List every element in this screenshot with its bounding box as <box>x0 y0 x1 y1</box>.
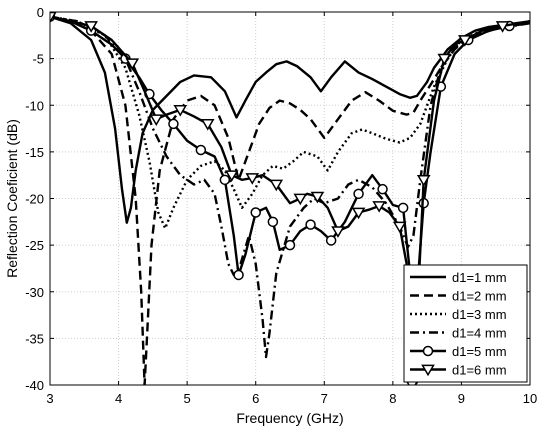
data-point-marker <box>458 35 472 47</box>
y-tick-label: -20 <box>25 192 44 207</box>
y-tick-label: -5 <box>32 52 44 67</box>
data-point-marker <box>397 202 409 214</box>
x-tick-label: 7 <box>321 391 328 406</box>
x-tick-label: 5 <box>184 391 191 406</box>
data-point-marker <box>437 53 452 66</box>
y-tick-label: -15 <box>25 145 44 160</box>
series-6 <box>50 12 530 385</box>
data-point-marker <box>200 119 215 131</box>
legend-label: d1=4 mm <box>452 326 507 341</box>
series-line <box>50 15 530 230</box>
data-point-marker <box>372 201 386 213</box>
data-point-marker <box>250 207 261 218</box>
legend-marker-sample <box>422 345 434 357</box>
series-line <box>50 15 530 382</box>
series-layer <box>50 12 530 385</box>
data-point-marker <box>310 191 325 204</box>
legend-item: d1=5 mm <box>410 344 507 359</box>
data-point-marker <box>392 221 407 234</box>
legend-item: d1=4 mm <box>410 326 507 341</box>
x-tick-label: 9 <box>458 391 465 406</box>
x-tick-label: 4 <box>115 391 122 406</box>
data-point-marker <box>293 193 308 206</box>
data-point-marker <box>377 183 388 195</box>
legend-item: d1=3 mm <box>410 307 507 322</box>
x-tick-label: 8 <box>389 391 396 406</box>
series-3 <box>50 15 530 230</box>
data-point-marker <box>269 179 284 192</box>
data-point-marker <box>173 105 188 117</box>
y-tick-label: -10 <box>25 98 44 113</box>
series-line <box>50 15 530 385</box>
x-tick-label: 6 <box>252 391 259 406</box>
data-point-marker <box>168 118 179 130</box>
legend: d1=1 mm d1=2 mm d1=3 mm d1=4 mm d1=5 mm d1=6 … <box>403 264 528 383</box>
y-tick-label: -30 <box>25 285 44 300</box>
data-point-marker <box>267 216 279 228</box>
data-point-marker <box>50 12 57 24</box>
legend-item: d1=2 mm <box>410 289 507 304</box>
legend-label: d1=6 mm <box>452 363 507 378</box>
legend-label: d1=3 mm <box>452 307 507 322</box>
y-tick-label: 0 <box>37 5 44 20</box>
data-point-marker <box>125 58 140 70</box>
legend-label: d1=2 mm <box>452 289 507 304</box>
data-point-marker <box>305 219 316 230</box>
data-point-marker <box>351 207 366 220</box>
data-point-marker <box>495 21 510 33</box>
y-axis-title: Reflection Coeficient (dB) <box>4 119 20 278</box>
data-point-marker <box>219 174 231 186</box>
tick-labels: 3 4 5 6 7 8 9 10 0 -5 -10 -15 -20 -25 -30 -35 -40 <box>25 5 537 406</box>
data-point-marker <box>195 144 207 156</box>
data-point-marker <box>84 21 98 33</box>
data-point-marker <box>245 173 260 185</box>
legend-box <box>403 264 528 383</box>
x-axis-title: Frequency (GHz) <box>236 410 343 426</box>
data-point-marker <box>149 114 164 126</box>
x-tick-label: 10 <box>523 391 537 406</box>
y-tick-label: -25 <box>25 238 44 253</box>
legend-label: d1=1 mm <box>452 270 507 285</box>
data-point-marker <box>331 226 345 238</box>
y-tick-label: -40 <box>25 378 44 393</box>
legend-label: d1=5 mm <box>452 344 507 359</box>
data-point-marker <box>416 174 431 187</box>
series-2 <box>50 15 530 385</box>
data-point-marker <box>284 239 296 251</box>
legend-item: d1=6 mm <box>410 363 507 378</box>
data-point-marker <box>353 188 364 200</box>
y-tick-label: -35 <box>25 331 44 346</box>
legend-item: d1=1 mm <box>410 270 507 285</box>
data-point-marker <box>233 269 244 281</box>
x-tick-label: 3 <box>46 391 53 406</box>
data-point-marker <box>224 170 239 182</box>
legend-marker-sample <box>421 364 435 377</box>
data-point-marker <box>325 235 337 246</box>
